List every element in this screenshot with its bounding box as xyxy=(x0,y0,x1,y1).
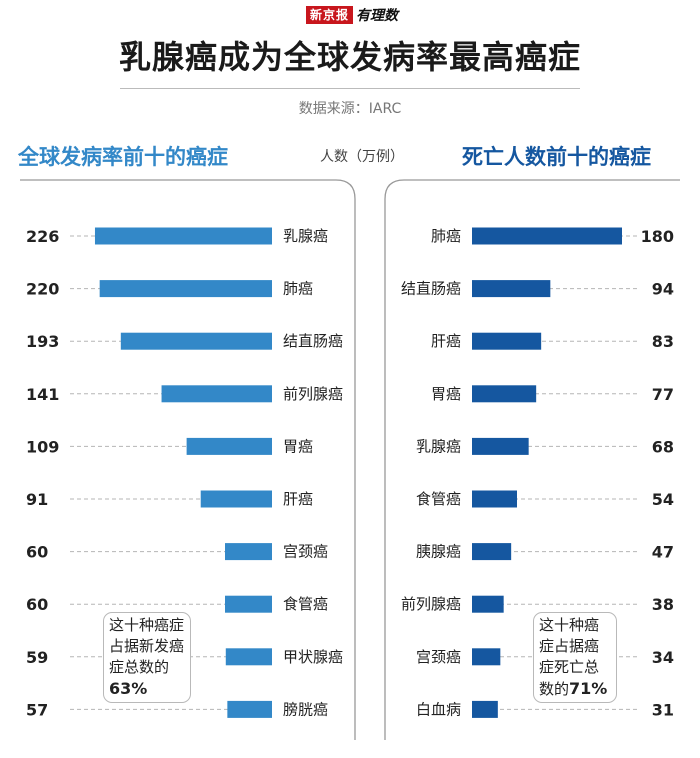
incidence-bar xyxy=(225,648,272,666)
incidence-chart-title: 全球发病率前十的癌症 xyxy=(18,145,228,169)
mortality-bar xyxy=(472,280,551,298)
incidence-chart: 226 乳腺癌 220 肺癌 193 结直肠癌 141 前列腺癌 109 胃癌 91 肝癌 60 宫颈癌 6… xyxy=(26,227,343,719)
mortality-category-label: 肺癌 xyxy=(431,227,461,245)
incidence-value-label: 193 xyxy=(26,332,59,351)
mortality-category-label: 食管癌 xyxy=(416,490,461,508)
mortality-value-label: 31 xyxy=(652,700,674,719)
mortality-value-label: 94 xyxy=(652,280,674,299)
mortality-value-label: 77 xyxy=(652,385,674,404)
brand-logo: 新京报 有理数 xyxy=(306,6,398,24)
incidence-bar xyxy=(120,332,272,350)
incidence-category-label: 结直肠癌 xyxy=(283,332,343,350)
incidence-bar xyxy=(186,437,272,455)
incidence-category-label: 胃癌 xyxy=(283,437,313,455)
mortality-bar xyxy=(472,595,504,613)
title-divider xyxy=(120,88,580,89)
mortality-value-label: 54 xyxy=(652,490,674,509)
incidence-bar xyxy=(161,385,272,403)
mortality-category-label: 乳腺癌 xyxy=(416,437,461,455)
incidence-share-note: 这十种癌症占据新发癌症总数的 63% xyxy=(103,612,191,703)
incidence-bar xyxy=(225,595,272,613)
mortality-note-value: 71% xyxy=(569,679,608,698)
incidence-value-label: 57 xyxy=(26,700,48,719)
incidence-panel-frame xyxy=(20,179,356,740)
incidence-category-label: 食管癌 xyxy=(283,595,328,613)
newspaper-logo: 新京报 xyxy=(306,6,354,24)
mortality-bar xyxy=(472,385,537,403)
mortality-value-label: 47 xyxy=(652,543,674,562)
data-source: 数据来源：IARC xyxy=(298,101,402,117)
page-title: 乳腺癌成为全球发病率最高癌症 xyxy=(118,38,581,76)
mortality-value-label: 38 xyxy=(652,595,674,614)
incidence-bar xyxy=(225,543,272,561)
mortality-share-note: 这十种癌症占据癌症死亡总数的71% xyxy=(533,612,617,703)
mortality-bar xyxy=(472,648,501,666)
mortality-category-label: 白血病 xyxy=(416,700,461,718)
mortality-value-label: 34 xyxy=(652,648,674,667)
mortality-bar xyxy=(472,227,622,245)
mortality-bar xyxy=(472,543,512,561)
incidence-value-label: 60 xyxy=(26,543,48,562)
incidence-value-label: 220 xyxy=(26,280,59,299)
mortality-value-label: 180 xyxy=(641,227,674,246)
mortality-bar xyxy=(472,332,542,350)
incidence-value-label: 60 xyxy=(26,595,48,614)
mortality-value-label: 83 xyxy=(652,332,674,351)
incidence-value-label: 91 xyxy=(26,490,48,509)
mortality-category-label: 胰腺癌 xyxy=(416,543,461,561)
incidence-bar xyxy=(200,490,272,508)
mortality-category-label: 前列腺癌 xyxy=(401,595,461,613)
mortality-chart: 肺癌 180 结直肠癌 94 肝癌 83 胃癌 77 乳腺癌 68 食管癌 54 胰腺癌 47 前列腺癌 38… xyxy=(401,227,674,719)
mortality-category-label: 肝癌 xyxy=(431,332,461,350)
mortality-panel-frame xyxy=(384,179,680,740)
mortality-category-label: 结直肠癌 xyxy=(401,280,461,298)
incidence-category-label: 肺癌 xyxy=(283,280,313,298)
incidence-value-label: 226 xyxy=(26,227,59,246)
incidence-value-label: 141 xyxy=(26,385,59,404)
unit-label: 人数（万例） xyxy=(320,149,404,165)
incidence-note-value: 63% xyxy=(109,679,148,698)
mortality-value-label: 68 xyxy=(652,437,674,456)
mortality-note-text: 这十种癌症占据癌症死亡总数的 xyxy=(539,616,600,698)
incidence-category-label: 前列腺癌 xyxy=(283,385,343,403)
column-logo: 有理数 xyxy=(356,8,399,24)
incidence-category-label: 膀胱癌 xyxy=(283,700,328,718)
mortality-category-label: 宫颈癌 xyxy=(416,648,461,666)
incidence-category-label: 宫颈癌 xyxy=(283,543,328,561)
incidence-category-label: 甲状腺癌 xyxy=(283,648,343,666)
incidence-category-label: 肝癌 xyxy=(283,490,313,508)
mortality-bar xyxy=(472,437,529,455)
mortality-category-label: 胃癌 xyxy=(431,385,461,403)
mortality-bar xyxy=(472,700,498,718)
mortality-bar xyxy=(472,490,517,508)
incidence-category-label: 乳腺癌 xyxy=(283,227,328,245)
incidence-bar xyxy=(227,700,272,718)
incidence-bar xyxy=(94,227,272,245)
incidence-note-text: 这十种癌症占据新发癌症总数的 xyxy=(109,616,185,676)
incidence-value-label: 109 xyxy=(26,437,59,456)
incidence-value-label: 59 xyxy=(26,648,48,667)
mortality-chart-title: 死亡人数前十的癌症 xyxy=(462,145,651,169)
incidence-bar xyxy=(99,280,273,298)
